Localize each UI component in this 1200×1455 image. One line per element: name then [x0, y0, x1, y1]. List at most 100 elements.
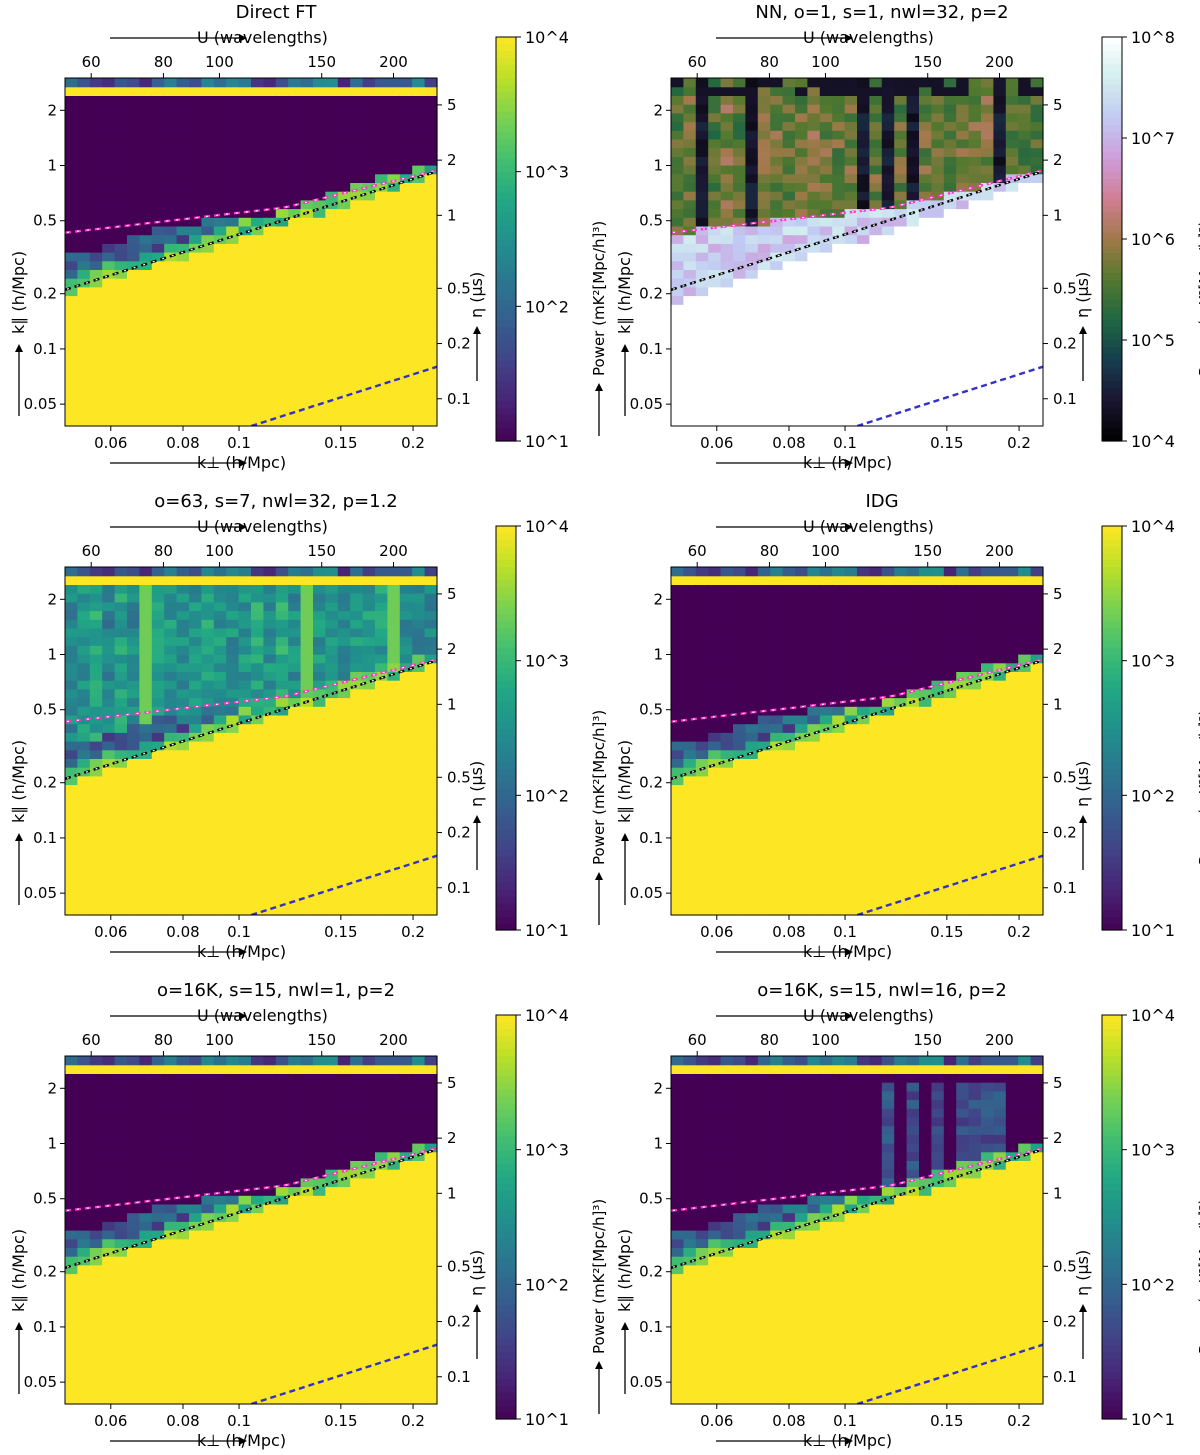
heatmap-cell [770, 723, 784, 733]
colorbar-segment [496, 360, 516, 368]
heatmap-cell [733, 278, 746, 288]
heatmap-cell [313, 347, 326, 357]
heatmap-cell [300, 897, 314, 907]
heatmap-cell [139, 312, 153, 323]
heatmap-cell [782, 636, 796, 646]
heatmap-cell [919, 671, 932, 681]
heatmap-cell [325, 732, 339, 742]
heatmap-cell [164, 784, 178, 794]
heatmap-cell [782, 243, 796, 253]
colorbar-segment [1102, 319, 1122, 328]
heatmap-cell [857, 906, 870, 916]
heatmap-cell [708, 330, 722, 340]
heatmap-cell [424, 706, 438, 716]
heatmap-cell [213, 862, 227, 873]
heatmap-cell [832, 862, 846, 873]
heatmap-cell [412, 601, 426, 612]
heatmap-cell [720, 619, 734, 629]
heatmap-cell [176, 610, 190, 620]
heatmap-cell [424, 234, 438, 244]
heatmap-cell [65, 330, 78, 340]
heatmap-cell [412, 671, 426, 681]
heatmap-cell [931, 601, 945, 612]
heatmap-cell [968, 156, 982, 166]
heatmap-cell [238, 836, 252, 846]
heatmap-cell [919, 112, 932, 123]
heatmap-cell [770, 312, 784, 323]
heatmap-cell [869, 243, 883, 253]
heatmap-cell [733, 339, 746, 349]
colorbar-segment [496, 546, 516, 554]
heatmap-cell [993, 260, 1007, 270]
heatmap-cell [337, 845, 351, 855]
heatmap-cell [313, 732, 326, 742]
heatmap-cell [65, 836, 78, 846]
heatmap-cell [745, 671, 759, 681]
heatmap-cell [399, 567, 413, 577]
heatmap-cell [720, 593, 734, 603]
heatmap-cell [943, 732, 957, 742]
heatmap-cell [226, 610, 240, 620]
heatmap-cell [782, 801, 796, 812]
heatmap-cell [251, 836, 264, 846]
heatmap-cell [956, 601, 970, 612]
heatmap-cell [176, 417, 190, 427]
heatmap-cell [275, 810, 289, 820]
heatmap-cell [127, 636, 140, 646]
heatmap-cell [325, 714, 339, 725]
heatmap-cell [387, 610, 401, 620]
heatmap-cell [424, 906, 438, 916]
heatmap-cell [906, 330, 920, 340]
heatmap-cell [89, 347, 103, 357]
heatmap-cell [313, 758, 326, 768]
heatmap-cell [844, 321, 858, 331]
heatmap-cell [387, 382, 401, 392]
heatmap-cell [213, 252, 227, 262]
heatmap-cell [424, 121, 438, 131]
heatmap-cell [782, 269, 796, 279]
heatmap-cell [114, 610, 128, 620]
heatmap-cell [1005, 278, 1019, 288]
heatmap-cell [127, 871, 140, 881]
heatmap-cell [720, 104, 734, 114]
heatmap-cell [189, 208, 202, 218]
heatmap-cell [683, 147, 697, 157]
heatmap-cell [337, 286, 351, 297]
heatmap-cell [782, 347, 796, 357]
heatmap-cell [201, 645, 215, 655]
heatmap-cell [757, 767, 771, 777]
heatmap-cell [275, 286, 289, 297]
heatmap-cell [350, 295, 364, 305]
heatmap-cell [387, 260, 401, 270]
heatmap-cell [857, 654, 870, 664]
heatmap-cell [807, 269, 821, 279]
heatmap-cell [956, 845, 970, 855]
heatmap-cell [399, 191, 413, 201]
heatmap-cell [695, 191, 709, 201]
heatmap-cell [1005, 225, 1019, 236]
heatmap-cell [201, 680, 215, 690]
heatmap-cell [857, 243, 870, 253]
heatmap-cell [387, 810, 401, 820]
heatmap-cell [720, 234, 734, 244]
heatmap-cell [869, 645, 883, 655]
heatmap-cell [881, 182, 895, 192]
heatmap-cell [77, 567, 91, 577]
heatmap-cell [733, 619, 746, 629]
heatmap-cell [857, 347, 870, 357]
heatmap-cell [362, 182, 376, 192]
colorbar-segment [1102, 306, 1122, 314]
heatmap-cell [683, 749, 697, 759]
heatmap [671, 78, 1044, 427]
heatmap-cell [931, 312, 945, 323]
heatmap-cell [313, 601, 326, 612]
heatmap-cell [795, 339, 808, 349]
heatmap-cell [695, 714, 709, 725]
heatmap-cell [337, 758, 351, 768]
heatmap-cell [881, 286, 895, 297]
heatmap-cell [708, 78, 722, 88]
heatmap-cell [300, 304, 314, 314]
heatmap-cell [77, 286, 91, 297]
heatmap-cell [708, 138, 722, 149]
heatmap-cell [213, 828, 227, 838]
